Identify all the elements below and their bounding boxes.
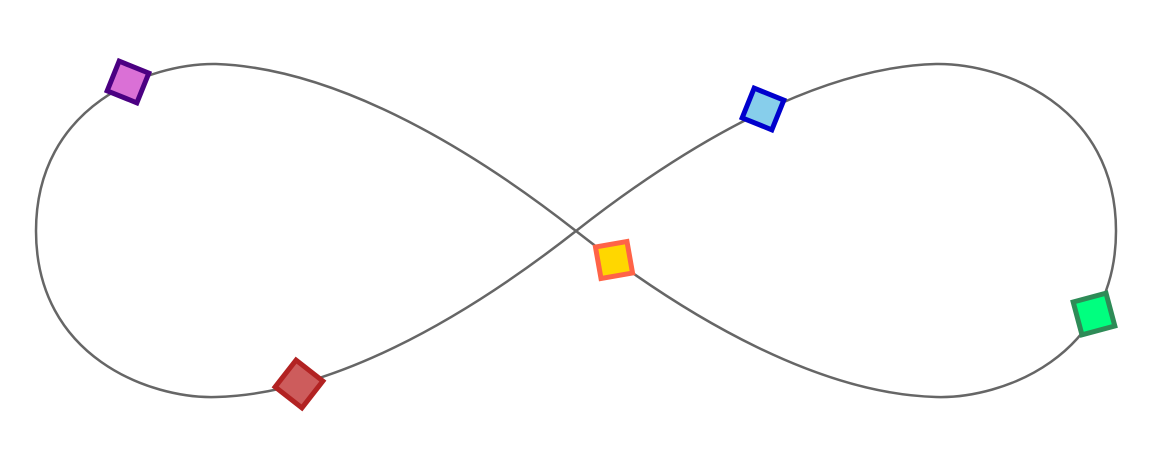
marker-red <box>271 356 327 412</box>
red-square <box>271 356 327 412</box>
figure-eight-curve <box>34 62 1118 399</box>
green-square <box>1070 290 1118 338</box>
purple-square <box>103 57 153 107</box>
marker-green <box>1070 290 1118 338</box>
marker-blue <box>738 84 788 134</box>
marker-yellow <box>592 238 636 282</box>
marker-purple <box>103 57 153 107</box>
yellow-square <box>592 238 636 282</box>
blue-square <box>738 84 788 134</box>
